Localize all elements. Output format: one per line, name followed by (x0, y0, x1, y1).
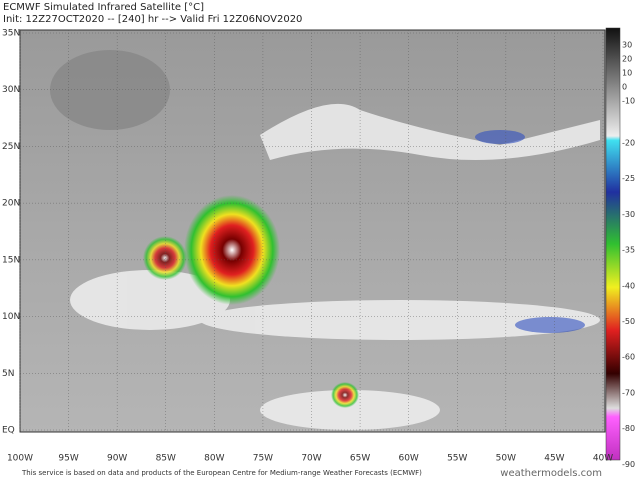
lon-label: 100W (7, 454, 33, 464)
colorbar-label: -60 (622, 353, 635, 362)
lon-label: 80W (204, 454, 224, 464)
colorbar-label: -90 (622, 460, 635, 469)
lon-label: 55W (447, 454, 467, 464)
colorbar-label: 20 (622, 55, 632, 64)
cloud-features (50, 50, 600, 430)
lat-label: 30N (2, 85, 20, 95)
lat-label: 10N (2, 312, 20, 322)
colorbar-label: 30 (622, 41, 632, 50)
colorbar-label: -35 (622, 246, 635, 255)
storm-cell (475, 130, 525, 144)
colorbar (605, 27, 621, 461)
lon-label: 75W (253, 454, 273, 464)
colorbar-label: -10 (622, 97, 635, 106)
colorbar-label: -70 (622, 388, 635, 397)
lon-label: 85W (156, 454, 176, 464)
colorbar-label: 10 (622, 69, 632, 78)
lon-label: 65W (350, 454, 370, 464)
lon-label: 95W (58, 454, 78, 464)
colorbar-label: -80 (622, 424, 635, 433)
colorbar-label: -30 (622, 210, 635, 219)
storm-cell (515, 317, 585, 333)
lon-label: 50W (496, 454, 516, 464)
lat-label: EQ (2, 426, 15, 436)
lon-label: 40W (593, 454, 613, 464)
watermark: weathermodels.com (500, 468, 602, 479)
colorbar-label: -40 (622, 281, 635, 290)
lat-label: 5N (2, 369, 14, 379)
colorbar-label: -20 (622, 139, 635, 148)
lat-label: 20N (2, 199, 20, 209)
storm-cell (143, 236, 187, 280)
lon-label: 60W (398, 454, 418, 464)
lon-label: 90W (107, 454, 127, 464)
credit: This service is based on data and produc… (21, 469, 422, 477)
lat-label: 35N (2, 29, 20, 39)
colorbar-label: -25 (622, 174, 635, 183)
lat-label: 25N (2, 142, 20, 152)
storm-system (184, 195, 280, 305)
lon-label: 70W (301, 454, 321, 464)
title: ECMWF Simulated Infrared Satellite [°C] (3, 2, 204, 13)
storm-cell (331, 382, 359, 408)
subtitle: Init: 12Z27OCT2020 -- [240] hr --> Valid… (3, 14, 302, 25)
colorbar-label: 0 (622, 83, 627, 92)
lon-label: 45W (544, 454, 564, 464)
colorbar-label: -50 (622, 317, 635, 326)
lat-label: 15N (2, 255, 20, 265)
